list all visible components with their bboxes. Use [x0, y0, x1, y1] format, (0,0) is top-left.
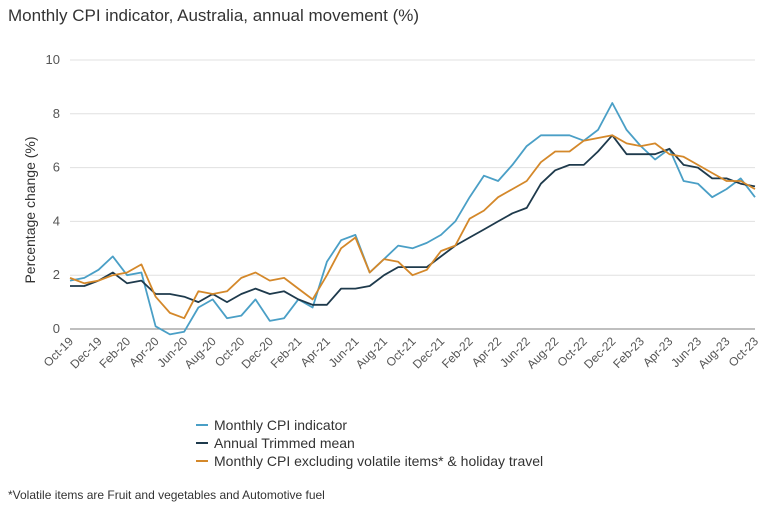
y-tick-label: 10: [46, 52, 60, 67]
legend-label: Annual Trimmed mean: [214, 435, 355, 451]
legend-swatch: [196, 460, 208, 462]
x-tick-label: Apr-23: [640, 334, 676, 370]
series-line-1: [69, 102, 756, 336]
legend-swatch: [196, 442, 208, 444]
legend-item: Monthly CPI excluding volatile items* & …: [196, 452, 543, 470]
y-tick-label: 8: [53, 106, 60, 121]
x-tick-label: Aug-22: [524, 334, 561, 371]
y-axis-ticks: 0 2 4 6 8 10: [46, 52, 60, 336]
legend-item: Annual Trimmed mean: [196, 434, 543, 452]
x-tick-label: Aug-21: [353, 334, 390, 371]
x-tick-label: Feb-23: [610, 334, 647, 371]
legend-label: Monthly CPI indicator: [214, 417, 348, 433]
gridlines: [70, 59, 755, 330]
y-tick-label: 0: [53, 321, 60, 336]
y-tick-label: 2: [53, 267, 60, 282]
x-tick-label: Oct-23: [726, 334, 762, 370]
x-tick-label: Feb-20: [96, 334, 133, 371]
x-tick-label: Apr-20: [126, 334, 162, 370]
series-line-3: [69, 134, 756, 320]
x-tick-label: Dec-21: [410, 334, 447, 371]
x-tick-label: Feb-21: [268, 334, 305, 371]
legend-swatch: [196, 424, 208, 426]
x-tick-label: Apr-22: [469, 334, 505, 370]
series-line-2: [70, 134, 756, 306]
x-tick-label: Dec-19: [67, 334, 104, 371]
x-axis-ticks: Oct-19Dec-19Feb-20Apr-20Jun-20Aug-20Oct-…: [41, 334, 762, 371]
x-tick-label: Dec-22: [581, 334, 618, 371]
footnote: *Volatile items are Fruit and vegetables…: [8, 488, 325, 502]
series-lines: [69, 102, 756, 336]
chart-title: Monthly CPI indicator, Australia, annual…: [8, 6, 420, 25]
legend-label: Monthly CPI excluding volatile items* & …: [214, 453, 544, 469]
y-tick-label: 6: [53, 160, 60, 175]
x-tick-label: Aug-20: [182, 334, 219, 371]
legend: Monthly CPI indicator Annual Trimmed mea…: [196, 416, 543, 470]
y-axis-label: Percentage change (%): [22, 136, 38, 283]
x-tick-label: Dec-20: [239, 334, 276, 371]
y-tick-label: 4: [53, 213, 60, 228]
x-tick-label: Feb-22: [439, 334, 476, 371]
line-chart: 0 2 4 6 8 10 Oct-19Dec-19Feb-20Apr-20Jun-20Au…: [22, 52, 762, 371]
x-tick-label: Aug-23: [695, 334, 732, 371]
legend-item: Monthly CPI indicator: [196, 416, 543, 434]
x-tick-label: Apr-21: [298, 334, 334, 370]
